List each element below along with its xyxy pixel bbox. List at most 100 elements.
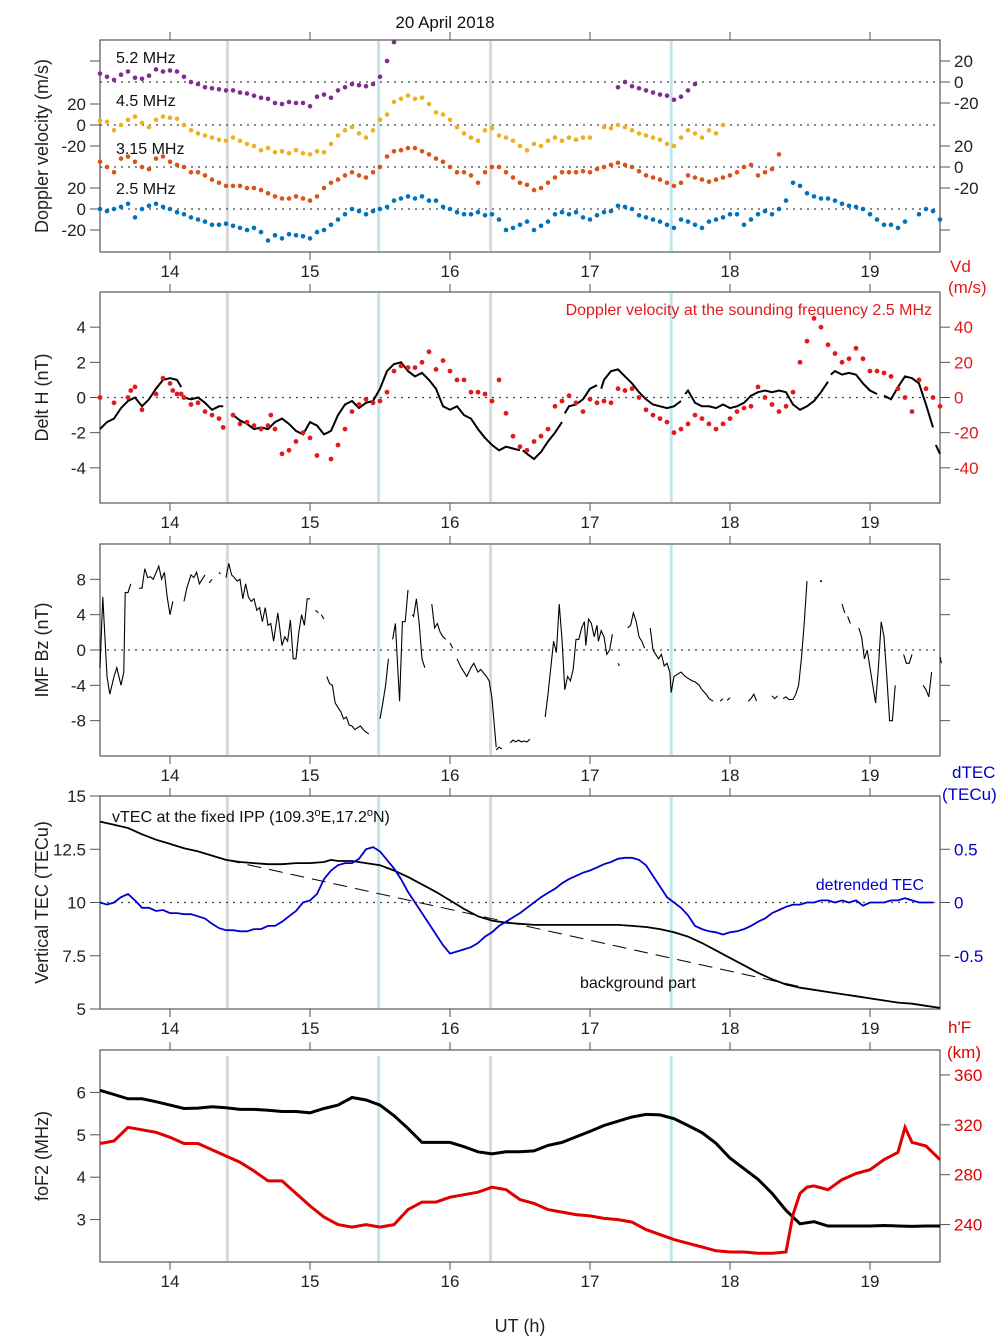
data-point: [202, 173, 208, 178]
vd-data-point: [755, 384, 761, 390]
x-tick-label: 15: [301, 513, 320, 532]
data-point: [678, 217, 684, 222]
data-point: [671, 183, 677, 189]
data-point: [566, 170, 572, 175]
vd-data-point: [377, 398, 383, 404]
vd-data-point: [286, 447, 292, 453]
data-point: [223, 138, 229, 144]
y-tick-label: -20: [61, 137, 86, 156]
data-point: [629, 206, 635, 212]
y-tick-label: 0: [77, 116, 86, 135]
data-point: [440, 159, 446, 165]
vd-data-point: [139, 407, 145, 413]
data-point: [286, 151, 292, 156]
data-point: [398, 147, 404, 153]
right-y-tick-label: 320: [954, 1116, 982, 1135]
data-point: [699, 135, 705, 140]
data-point: [258, 147, 264, 153]
data-point: [671, 143, 677, 149]
data-point: [643, 133, 649, 138]
data-point: [699, 177, 705, 182]
data-point: [118, 156, 124, 161]
data-point: [370, 81, 376, 87]
vd-data-point: [97, 395, 103, 400]
right-y-tick-label: -20: [954, 94, 979, 113]
data-point: [230, 135, 236, 140]
data-point: [559, 209, 565, 215]
data-point: [216, 87, 222, 92]
vd-data-point: [860, 356, 866, 362]
data-point: [468, 173, 474, 178]
data-point: [398, 96, 404, 102]
data-point: [349, 81, 355, 87]
data-point: [307, 152, 313, 157]
data-point: [342, 128, 348, 133]
vd-data-point: [195, 400, 201, 406]
data-point: [125, 201, 131, 207]
data-point: [195, 170, 201, 175]
imf-bz-line: [939, 656, 942, 664]
series-4.5-mhz: [97, 93, 726, 157]
data-point: [608, 162, 614, 168]
imf-bz-line: [315, 609, 319, 614]
data-point: [188, 215, 194, 220]
data-point: [825, 196, 831, 201]
data-point: [314, 229, 320, 235]
data-point: [650, 90, 656, 95]
data-point: [279, 196, 285, 201]
data-point: [384, 58, 390, 64]
data-point: [111, 206, 117, 212]
vd-data-point: [881, 370, 887, 376]
data-point: [685, 128, 691, 133]
data-point: [412, 196, 418, 201]
vd-data-point: [188, 402, 194, 407]
data-point: [153, 117, 159, 123]
data-point: [930, 208, 936, 214]
data-point: [762, 170, 768, 175]
imf-bz-line: [208, 578, 213, 584]
data-point: [720, 215, 726, 220]
data-point: [188, 79, 194, 85]
data-point: [608, 125, 614, 131]
imf-bz-line: [431, 604, 447, 640]
data-point: [328, 141, 334, 147]
data-point: [671, 97, 677, 103]
vtec-annotation: vTEC at the fixed IPP (109.3oE,17.2oN): [112, 807, 390, 826]
data-point: [118, 122, 124, 128]
data-point: [573, 137, 579, 142]
data-point: [594, 213, 600, 218]
right-y-tick-label: 0: [954, 894, 963, 913]
data-point: [468, 212, 474, 217]
data-point: [678, 135, 684, 140]
data-point: [216, 180, 222, 186]
vd-data-point: [335, 442, 341, 448]
imf-bz-line: [726, 697, 731, 701]
data-point: [153, 67, 159, 72]
dtec-annotation: detrended TEC: [816, 877, 924, 894]
data-point: [342, 85, 348, 90]
x-tick-label: 14: [161, 513, 180, 532]
vd-data-point: [328, 456, 334, 462]
vd-data-point: [769, 402, 775, 407]
vd-data-point: [923, 386, 929, 392]
vd-data-point: [839, 359, 845, 365]
data-point: [132, 159, 138, 165]
imf-bz-line: [627, 610, 646, 649]
data-point: [405, 145, 411, 151]
vd-data-point: [636, 395, 642, 400]
imf-bz-line: [544, 604, 613, 718]
data-point: [489, 212, 495, 217]
data-point: [902, 219, 908, 224]
data-point: [293, 194, 299, 199]
data-point: [720, 175, 726, 180]
vd-data-point: [384, 389, 390, 395]
background-annotation: background part: [580, 975, 696, 992]
panel-doppler-velocity: 14 15 16 17 18 19 20 0 -20 20 0 -20 20 0 -20 20 0 -20 Dopp…: [32, 32, 979, 281]
vd-data-point: [706, 421, 712, 427]
data-point: [482, 128, 488, 133]
x-tick-label: 16: [441, 766, 460, 785]
data-point: [916, 212, 922, 217]
data-point: [510, 175, 516, 180]
data-point: [300, 196, 306, 201]
x-tick-label: 19: [861, 1272, 880, 1291]
